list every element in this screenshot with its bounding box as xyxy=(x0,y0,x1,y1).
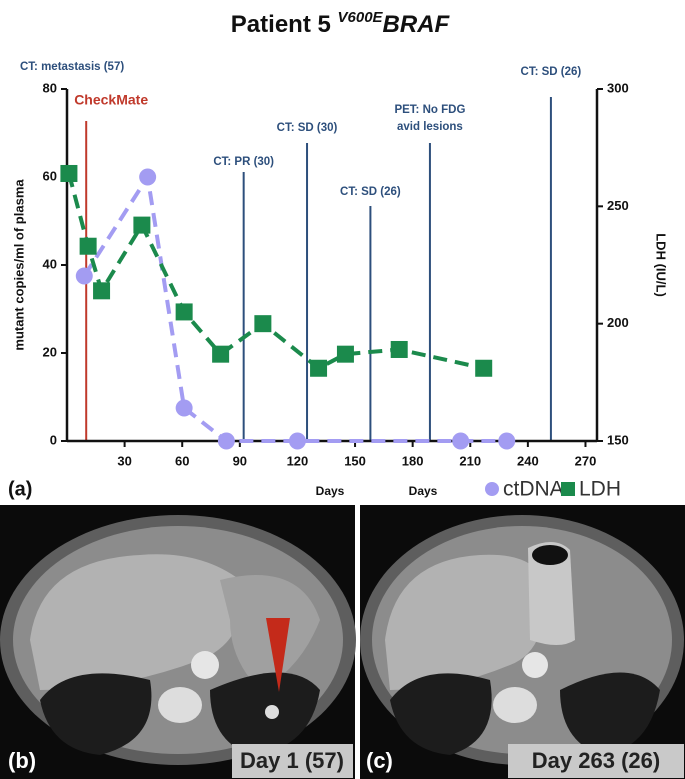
y2-axis-label: LDH (IU/L) xyxy=(654,233,669,297)
ct-image-left xyxy=(0,505,356,779)
x-tick-label: 60 xyxy=(175,453,189,468)
x-axis-label: Days xyxy=(316,484,345,498)
data-point xyxy=(390,340,408,358)
x-tick-label: 90 xyxy=(233,453,247,468)
data-point xyxy=(139,168,157,186)
legend-marker xyxy=(561,482,575,496)
caption-box xyxy=(232,744,353,778)
legend-marker xyxy=(485,482,499,496)
data-point xyxy=(452,432,470,450)
panel-label: (a) xyxy=(8,478,32,500)
data-point xyxy=(175,399,193,417)
data-point xyxy=(254,315,272,333)
title-superscript: V600E xyxy=(338,9,384,26)
event-label: CT: PR (30) xyxy=(213,156,274,168)
y-tick-label: 60 xyxy=(43,168,57,183)
y-tick-label: 40 xyxy=(43,256,57,271)
y-tick-label: 0 xyxy=(50,432,57,447)
ct-image-right xyxy=(360,505,685,779)
y2-tick-label: 200 xyxy=(607,315,629,330)
legend-label: ctDNA xyxy=(503,478,564,501)
event-label: CT: SD (26) xyxy=(521,66,582,78)
x-tick-label: 240 xyxy=(517,453,539,468)
event-label: CT: SD (26) xyxy=(340,186,401,198)
y2-tick-label: 150 xyxy=(607,432,629,447)
y2-tick-label: 250 xyxy=(607,198,629,213)
data-point xyxy=(175,303,193,321)
x-tick-label: 30 xyxy=(117,453,131,468)
legend-label: LDH xyxy=(579,478,621,501)
data-point xyxy=(60,164,78,182)
x-tick-label: 210 xyxy=(459,453,481,468)
panel-divider xyxy=(356,505,360,779)
x-tick-label: 150 xyxy=(344,453,366,468)
event-label: CT: SD (30) xyxy=(277,122,338,134)
data-point xyxy=(498,432,516,450)
title-text: Patient 5 xyxy=(231,11,331,38)
caption-box xyxy=(508,744,684,778)
data-point xyxy=(79,237,97,255)
data-point xyxy=(75,267,93,285)
series-line xyxy=(82,171,507,443)
image-caption: Day 263 (26) xyxy=(532,748,660,773)
image-caption: Day 1 (57) xyxy=(240,748,344,773)
data-point xyxy=(288,432,306,450)
event-label: PET: No FDG xyxy=(394,104,465,116)
event-label: avid lesions xyxy=(397,121,463,133)
event-label: CT: metastasis (57) xyxy=(20,61,124,73)
series-line xyxy=(66,172,485,371)
title-gene: BRAF xyxy=(383,11,451,38)
data-point xyxy=(336,345,354,363)
y2-tick-label: 300 xyxy=(607,80,629,95)
chart-title: Patient 5 V600EBRAF xyxy=(231,9,451,38)
event-label: CheckMate xyxy=(74,92,148,108)
data-point xyxy=(310,359,328,377)
data-point xyxy=(93,282,111,300)
y-tick-label: 80 xyxy=(43,80,57,95)
x-tick-label: 180 xyxy=(402,453,424,468)
data-point xyxy=(133,216,151,234)
image-label: (b) xyxy=(8,748,36,773)
y-axis-label: mutant copies/ml of plasma xyxy=(11,179,26,351)
y-tick-label: 20 xyxy=(43,344,57,359)
x-tick-label: 120 xyxy=(287,453,309,468)
x-axis-label: Days xyxy=(409,484,438,498)
x-tick-label: 270 xyxy=(575,453,597,468)
image-label: (c) xyxy=(366,748,393,773)
data-point xyxy=(217,432,235,450)
data-point xyxy=(212,345,230,363)
data-point xyxy=(475,359,493,377)
